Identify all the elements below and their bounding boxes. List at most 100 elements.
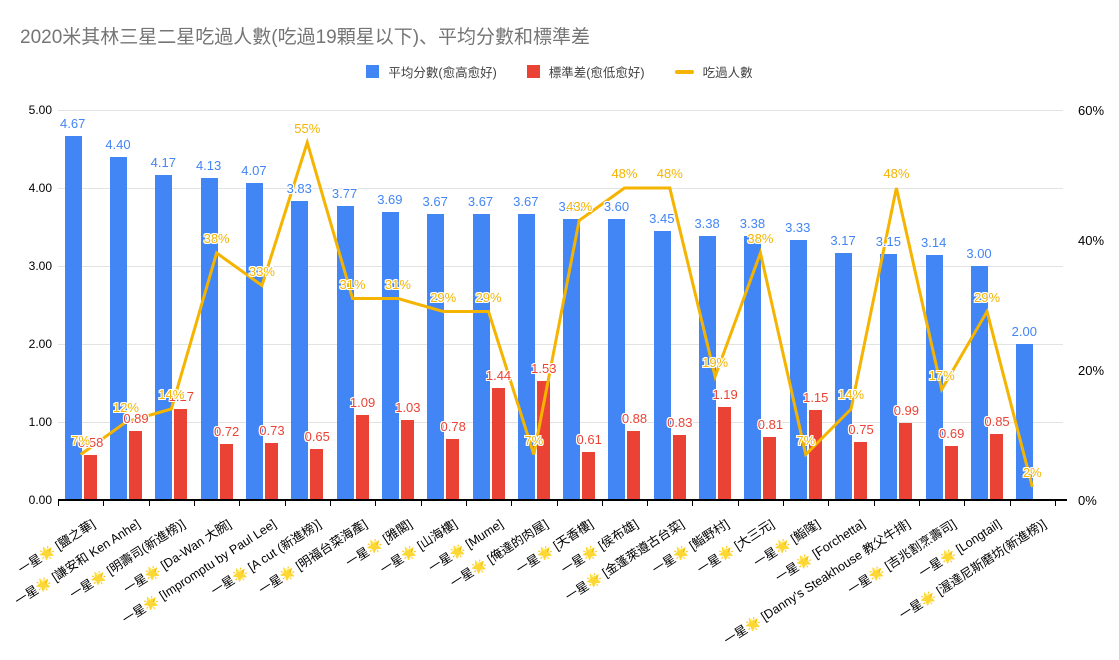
percent-label: 29% [974,289,1001,305]
percent-label: 33% [248,263,275,279]
std-label: 1.09 [349,394,376,410]
legend-label: 吃過人數 [702,66,753,80]
avg-bar [381,212,399,500]
avg-bar [200,177,218,500]
x-axis-tick [103,500,105,506]
std-label: 0.73 [259,423,285,439]
std-label: 1.19 [712,387,738,403]
std-label: 0.65 [304,429,330,445]
legend-item-std-dev[interactable]: 標準差(愈低愈好) [526,62,645,81]
x-axis-tick [329,500,331,506]
avg-label: 3.77 [331,185,358,201]
std-label: 1.15 [803,390,829,406]
x-axis-line [58,499,1067,501]
percent-label: 48% [656,166,683,181]
avg-bar [245,182,263,500]
avg-label: 3.38 [739,216,766,232]
x-axis-tick [873,500,875,506]
std-label: 1.03 [395,399,421,415]
avg-bar [336,205,354,500]
x-axis-tick [556,500,558,506]
legend-item-average-score[interactable]: 平均分數(愈高愈好) [366,62,497,81]
std-label: 0.99 [893,402,920,418]
right-axis-tick-label: 60% [1078,103,1105,118]
left-axis-tick-label: 1.00 [28,415,52,429]
legend-label: 平均分數(愈高愈好) [388,66,497,80]
avg-bar [880,254,898,500]
avg-label: 3.14 [921,235,947,251]
legend-item-eaten-count[interactable]: 吃過人數 [674,62,753,81]
right-axis-tick-label: 40% [1078,233,1105,248]
x-axis-tick [692,500,694,506]
percent-label: 29% [475,289,502,305]
std-label: 0.83 [667,415,693,431]
percent-label: 7% [796,432,816,448]
std-bar [672,435,686,500]
x-axis-tick [58,500,59,506]
std-bar [718,407,732,500]
percent-label: 48% [611,166,638,181]
x-axis-tick [737,500,739,506]
std-bar [264,443,278,500]
x-axis-tick [284,500,286,506]
avg-label: 3.83 [286,181,312,197]
percent-label: 38% [203,231,230,246]
std-bar [899,422,913,500]
avg-bar [517,213,535,500]
std-bar [944,446,958,500]
avg-bar [789,240,807,500]
std-label: 0.75 [848,421,874,437]
std-label: 0.78 [440,419,466,435]
std-bar [582,452,596,500]
x-axis-tick [420,500,422,506]
avg-label: 4.13 [195,157,222,173]
avg-label: 3.67 [422,193,448,209]
x-axis-tick [1055,500,1056,506]
percent-label: 7% [71,432,91,448]
avg-bar [608,219,626,500]
x-axis-tick [919,500,921,506]
avg-label: 4.67 [60,115,86,131]
avg-bar [291,201,309,500]
std-bar [763,436,777,500]
std-bar [219,443,233,500]
avg-label: 3.00 [966,246,992,261]
avg-label: 4.07 [241,162,267,178]
avg-bar [653,230,671,500]
percent-label: 29% [430,289,457,305]
percent-label: 2% [1022,465,1042,480]
x-axis-tick [828,500,830,506]
avg-bar [64,135,82,500]
std-bar [808,410,822,500]
x-axis-tick [647,500,649,506]
h-gridline [58,109,1063,111]
avg-label: 3.60 [558,199,584,215]
std-label: 0.61 [576,432,602,448]
x-axis-tick [601,500,603,506]
std-label: 0.85 [984,413,1010,429]
std-label: 0.58 [78,434,104,450]
percent-label: 14% [838,387,865,402]
legend-label: 標準差(愈低愈好) [548,66,645,80]
std-label: 0.72 [213,423,240,439]
percent-label: 19% [702,354,729,370]
avg-bar [835,252,853,500]
std-bar [83,454,97,500]
x-axis-tick [148,500,150,506]
percent-label: 31% [339,276,366,292]
std-bar [990,433,1004,500]
right-axis-tick-label: 0% [1078,493,1097,508]
x-axis-tick [964,500,966,506]
std-label: 0.88 [621,411,648,427]
percent-label: 38% [747,231,774,246]
std-bar [854,441,868,500]
avg-label: 3.60 [603,199,630,215]
std-bar [310,449,324,500]
percent-label: 43% [566,198,593,214]
x-axis-tick [783,500,785,506]
x-axis-tick [1009,500,1011,506]
std-bar [446,439,460,500]
std-label: 0.81 [757,416,784,432]
std-bar [491,387,505,500]
